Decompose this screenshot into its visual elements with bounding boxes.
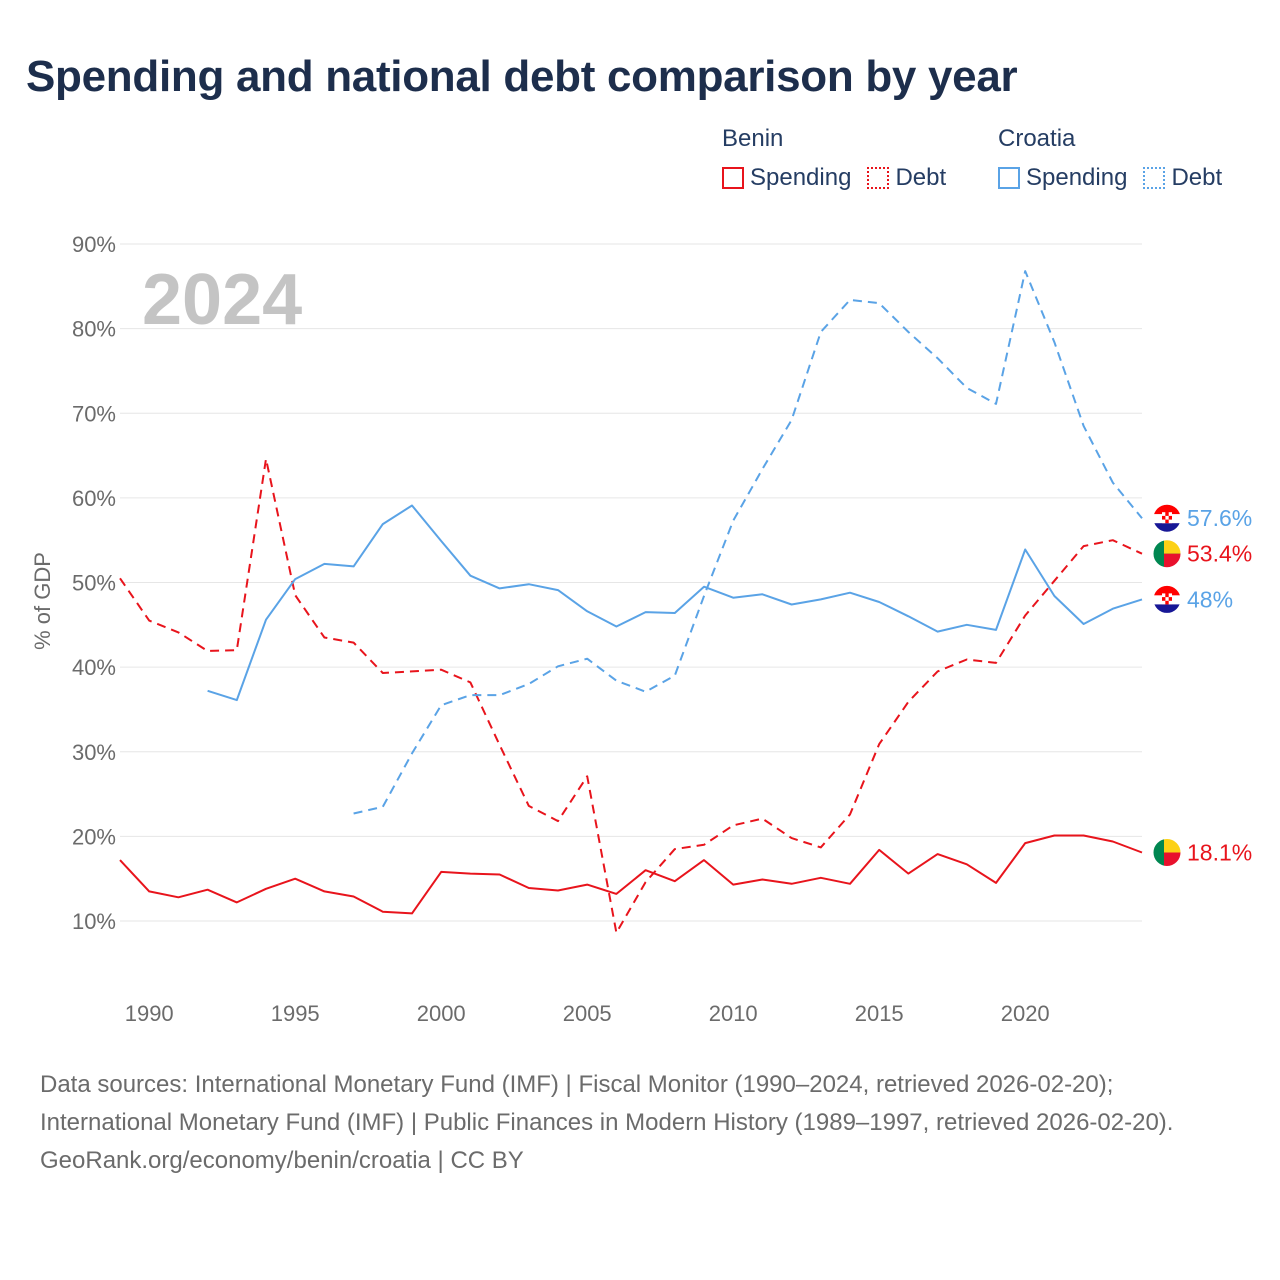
flag-check bbox=[1162, 519, 1166, 524]
flag-red bbox=[1164, 852, 1181, 867]
x-tick-label: 1990 bbox=[125, 1001, 174, 1026]
line-chart: 10% 20% 30% 40% 50% 60% 70% 80% 90% 1990 1995 2000… bbox=[30, 232, 1252, 1026]
y-tick-label: 30% bbox=[72, 740, 116, 765]
x-tick-label: 2005 bbox=[563, 1001, 612, 1026]
legend-item-label: Debt bbox=[895, 164, 947, 191]
legend-item-label: Debt bbox=[1171, 164, 1223, 191]
flag-check bbox=[1168, 519, 1172, 524]
flag-fill bbox=[1153, 504, 1181, 533]
x-axis: 1990 1995 2000 2005 2010 2015 2020 bbox=[125, 1001, 1050, 1026]
legend-group-croatia: Croatia Spending Debt bbox=[998, 122, 1238, 200]
legend-group-label: Croatia bbox=[998, 125, 1076, 152]
legend-item-benin-debt[interactable]: Debt bbox=[867, 166, 946, 190]
legend-item-label: Spending bbox=[750, 164, 852, 191]
flag-check bbox=[1162, 512, 1166, 516]
flag-check bbox=[1168, 600, 1172, 605]
legend-item-croatia-debt[interactable]: Debt bbox=[1143, 166, 1222, 190]
flag-ring bbox=[1152, 838, 1182, 867]
solid-line-swatch-icon bbox=[722, 167, 744, 189]
flag-red bbox=[1153, 504, 1181, 515]
gridlines bbox=[120, 243, 1142, 922]
end-value-label: 48% bbox=[1187, 586, 1233, 612]
y-tick-label: 50% bbox=[72, 571, 116, 596]
dotted-line-swatch-icon bbox=[1143, 167, 1166, 189]
y-tick-label: 40% bbox=[72, 655, 116, 680]
flag-check bbox=[1168, 593, 1172, 598]
solid-line-swatch-icon bbox=[998, 167, 1020, 189]
flag-blue bbox=[1153, 604, 1181, 614]
flag-check bbox=[1168, 512, 1172, 516]
y-axis: 10% 20% 30% 40% 50% 60% 70% 80% 90% bbox=[72, 232, 116, 934]
y-tick-label: 80% bbox=[72, 317, 116, 342]
flag-blue bbox=[1153, 523, 1181, 533]
end-value-label: 18.1% bbox=[1187, 840, 1252, 866]
end-value-label: 53.4% bbox=[1187, 541, 1252, 567]
flag-fill bbox=[1153, 585, 1181, 614]
flag-check bbox=[1165, 597, 1169, 601]
y-axis-label: % of GDP bbox=[30, 552, 55, 650]
flag-check bbox=[1162, 600, 1166, 605]
legend-item-benin-spending[interactable]: Spending bbox=[722, 166, 851, 190]
croatia-flag-icon bbox=[1152, 503, 1182, 533]
legend-group-benin: Benin Spending Debt bbox=[722, 122, 962, 200]
y-tick-label: 60% bbox=[72, 486, 116, 511]
flag-ring bbox=[1152, 584, 1182, 614]
flag-red bbox=[1164, 553, 1181, 568]
flag-check bbox=[1162, 593, 1166, 598]
benin-flag-icon bbox=[1152, 539, 1182, 569]
croatia-flag-icon bbox=[1152, 584, 1182, 614]
y-tick-label: 70% bbox=[72, 401, 116, 426]
data-sources: Data sources: International Monetary Fun… bbox=[40, 1071, 1174, 1136]
flag-red bbox=[1153, 585, 1181, 596]
x-tick-label: 2020 bbox=[1001, 1001, 1050, 1026]
flag-ring bbox=[1152, 503, 1182, 533]
series bbox=[119, 270, 1143, 934]
x-tick-label: 2000 bbox=[417, 1001, 466, 1026]
y-tick-label: 20% bbox=[72, 824, 116, 849]
footer: Data sources: International Monetary Fun… bbox=[40, 1066, 1240, 1180]
croatia-debt-line bbox=[353, 270, 1143, 815]
year-watermark: 2024 bbox=[142, 260, 302, 340]
y-tick-label: 90% bbox=[72, 232, 116, 257]
flag-ring bbox=[1152, 539, 1182, 569]
benin-spending-line bbox=[119, 834, 1143, 915]
credit-line: GeoRank.org/economy/benin/croatia | CC B… bbox=[40, 1147, 524, 1174]
benin-debt-line bbox=[119, 457, 1143, 934]
end-value-label: 57.6% bbox=[1187, 505, 1252, 531]
x-tick-label: 1995 bbox=[271, 1001, 320, 1026]
x-tick-label: 2015 bbox=[855, 1001, 904, 1026]
benin-flag-icon bbox=[1152, 838, 1182, 867]
legend-item-label: Spending bbox=[1026, 164, 1128, 191]
flag-check bbox=[1165, 515, 1169, 520]
legend-item-croatia-spending[interactable]: Spending bbox=[998, 166, 1127, 190]
end-labels: 57.6% 53.4% 48% 18.1% bbox=[1152, 503, 1252, 867]
y-tick-label: 10% bbox=[72, 909, 116, 934]
dotted-line-swatch-icon bbox=[867, 167, 890, 189]
chart-title: Spending and national debt comparison by… bbox=[26, 52, 1018, 101]
croatia-spending-line bbox=[207, 504, 1143, 702]
legend-group-label: Benin bbox=[722, 125, 784, 152]
x-tick-label: 2010 bbox=[709, 1001, 758, 1026]
flag-yellow bbox=[1164, 838, 1181, 853]
flag-yellow bbox=[1164, 539, 1181, 554]
